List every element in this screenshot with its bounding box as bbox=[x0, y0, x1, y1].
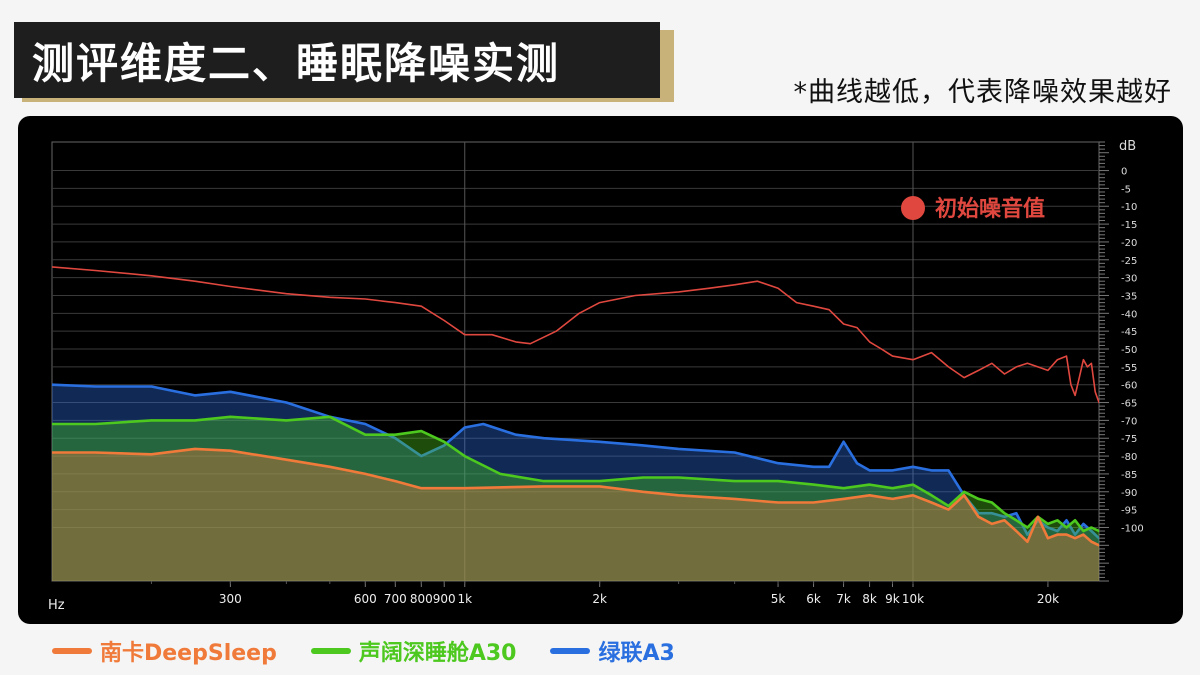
x-tick-label: 1k bbox=[457, 592, 472, 606]
x-axis-label: Hz bbox=[48, 598, 65, 613]
series-area-nanka bbox=[52, 448, 1099, 581]
y-tick-label: -15 bbox=[1121, 220, 1137, 231]
x-tick-label: 8k bbox=[862, 592, 877, 606]
y-tick-label: -50 bbox=[1121, 345, 1137, 356]
x-tick-label: 2k bbox=[592, 592, 607, 606]
x-tick-label: 900 bbox=[433, 592, 456, 606]
x-tick-label: 7k bbox=[836, 592, 851, 606]
y-tick-label: -30 bbox=[1121, 274, 1137, 285]
x-tick-label: 600 bbox=[354, 592, 377, 606]
y-tick-label: -10 bbox=[1121, 202, 1137, 213]
title-banner: 测评维度二、睡眠降噪实测 bbox=[14, 22, 660, 98]
y-tick-label: -5 bbox=[1121, 184, 1131, 195]
series-line-shengkuo bbox=[52, 415, 1099, 533]
x-tick-label: 5k bbox=[771, 592, 786, 606]
plot-frame bbox=[51, 141, 1100, 582]
chart-panel: 0 -5 -10 -15 -20 -25 -30 -35 -40 -45 -50 -55 -60 -65 -… bbox=[18, 116, 1183, 624]
legend-item-lvlian: 绿联A3 bbox=[550, 635, 675, 667]
y-tick-label: -90 bbox=[1121, 488, 1137, 499]
annotation-label: 初始噪音值 bbox=[935, 196, 1045, 222]
series-line-nanka bbox=[52, 447, 1099, 547]
legend-item-shengkuo: 声阔深睡舱A30 bbox=[310, 635, 517, 667]
y-tick-label: -95 bbox=[1121, 506, 1137, 517]
y-tick-label: -75 bbox=[1121, 434, 1137, 445]
legend-swatch-shengkuo bbox=[310, 648, 351, 654]
y-tick-label: -45 bbox=[1121, 327, 1137, 338]
legend-label-shengkuo: 声阔深睡舱A30 bbox=[358, 641, 517, 666]
y-tick-label: -65 bbox=[1121, 399, 1137, 410]
legend-label-lvlian: 绿联A3 bbox=[598, 641, 675, 666]
series-line-baseline bbox=[52, 266, 1099, 404]
y-axis-label: dB bbox=[1119, 139, 1136, 154]
x-tick-label: 6k bbox=[806, 592, 821, 606]
y-tick-label: -80 bbox=[1121, 452, 1137, 463]
x-tick-label: 300 bbox=[219, 592, 242, 606]
series-area-lvlian bbox=[52, 384, 1099, 581]
legend: 南卡DeepSleep 声阔深睡舱A30 绿联A3 bbox=[52, 636, 675, 666]
legend-swatch-lvlian bbox=[550, 648, 591, 654]
annotation-dot bbox=[901, 196, 925, 220]
y-tick-label: -25 bbox=[1121, 256, 1137, 267]
y-tick-label: 0 bbox=[1121, 167, 1127, 178]
y-tick-label: -40 bbox=[1121, 309, 1137, 320]
y-tick-label: -60 bbox=[1121, 381, 1137, 392]
series-area-shengkuo bbox=[52, 416, 1099, 581]
page-title: 测评维度二、睡眠降噪实测 bbox=[32, 38, 561, 88]
legend-label-nanka: 南卡DeepSleep bbox=[100, 641, 277, 666]
chart-note: *曲线越低，代表降噪效果越好 bbox=[793, 77, 1172, 108]
y-tick-label: -85 bbox=[1121, 470, 1137, 481]
y-tick-label: -100 bbox=[1121, 523, 1144, 534]
x-tick-label: 20k bbox=[1037, 592, 1059, 606]
legend-swatch-nanka bbox=[52, 648, 92, 654]
x-tick-label: 700 bbox=[384, 592, 407, 606]
noise-chart: 0 -5 -10 -15 -20 -25 -30 -35 -40 -45 -50 -55 -60 -65 -… bbox=[48, 139, 1144, 613]
x-tick-label: 800 bbox=[410, 592, 433, 606]
x-tick-label: 10k bbox=[902, 592, 924, 606]
y-tick-label: -35 bbox=[1121, 291, 1137, 302]
x-tick-label: 9k bbox=[885, 592, 900, 606]
legend-item-nanka: 南卡DeepSleep bbox=[52, 635, 277, 667]
y-tick-label: -70 bbox=[1121, 416, 1137, 427]
y-tick-label: -55 bbox=[1121, 363, 1137, 374]
y-tick-label: -20 bbox=[1121, 238, 1137, 249]
